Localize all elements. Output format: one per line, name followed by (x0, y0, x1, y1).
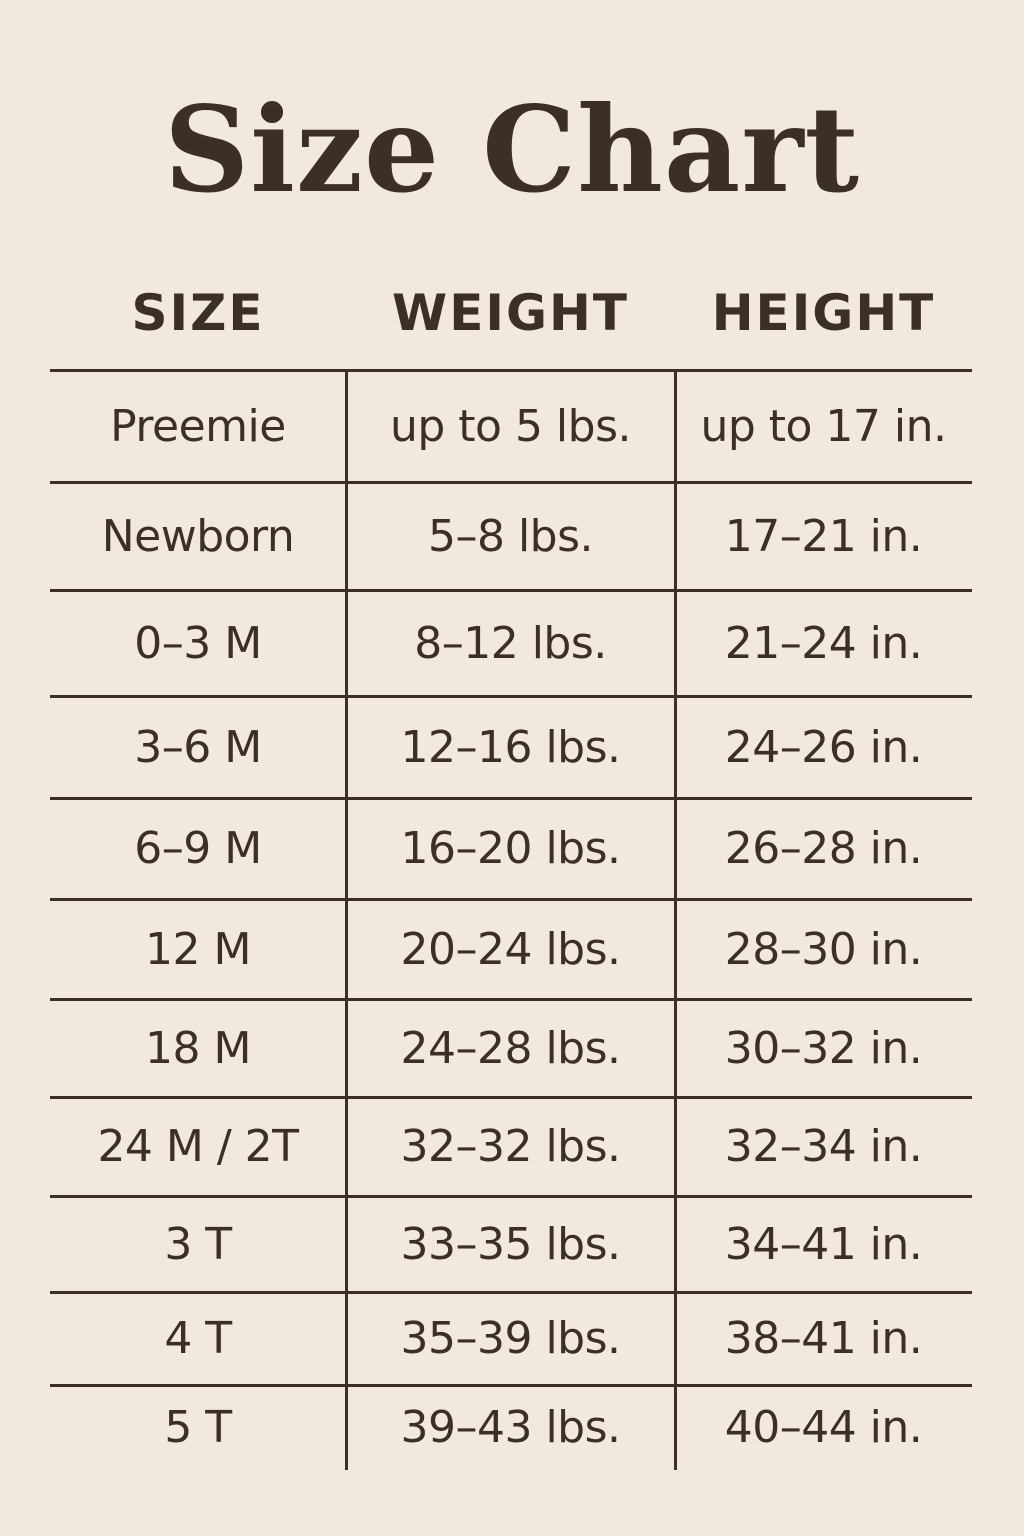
cell-size: Preemie (110, 400, 286, 452)
table-row: 6–9 M 16–20 lbs. 26–28 in. (50, 797, 972, 899)
cell-height: 21–24 in. (724, 617, 923, 669)
cell-weight: 16–20 lbs. (400, 823, 621, 874)
cell-height: 17–21 in. (724, 510, 923, 562)
table-row: 3 T 33–35 lbs. 34–41 in. (50, 1195, 972, 1292)
table-row: 24 M / 2T 32–32 lbs. 32–34 in. (50, 1096, 972, 1196)
cell-weight: 39–43 lbs. (400, 1402, 621, 1453)
row-divider (50, 1384, 972, 1387)
cell-height: 28–30 in. (724, 923, 923, 975)
cell-weight: 35–39 lbs. (400, 1313, 621, 1364)
cell-height: 34–41 in. (724, 1218, 923, 1270)
table-row: 12 M 20–24 lbs. 28–30 in. (50, 898, 972, 999)
row-divider (50, 797, 972, 800)
cell-weight: 20–24 lbs. (400, 923, 621, 975)
cell-size: 6–9 M (134, 823, 262, 874)
cell-height: 30–32 in. (724, 1022, 923, 1074)
cell-weight: 8–12 lbs. (414, 617, 607, 669)
cell-size: 18 M (145, 1022, 251, 1074)
cell-weight: up to 5 lbs. (389, 400, 632, 452)
cell-size: 3 T (164, 1218, 232, 1270)
row-divider (50, 369, 972, 372)
cell-size: Newborn (101, 510, 295, 562)
cell-size: 3–6 M (134, 721, 262, 773)
row-divider (50, 695, 972, 698)
row-divider (50, 1096, 972, 1099)
column-divider (674, 370, 677, 1470)
cell-height: up to 17 in. (700, 400, 947, 452)
row-divider (50, 589, 972, 592)
row-divider (50, 898, 972, 901)
table-row: 4 T 35–39 lbs. 38–41 in. (50, 1291, 972, 1385)
cell-weight: 12–16 lbs. (400, 721, 621, 773)
cell-size: 12 M (145, 923, 251, 975)
table-row: 18 M 24–28 lbs. 30–32 in. (50, 998, 972, 1097)
table-row: 3–6 M 12–16 lbs. 24–26 in. (50, 695, 972, 798)
cell-weight: 33–35 lbs. (400, 1218, 621, 1270)
row-divider (50, 1195, 972, 1198)
cell-height: 24–26 in. (724, 721, 923, 773)
cell-size: 0–3 M (134, 617, 262, 669)
table-row: 0–3 M 8–12 lbs. 21–24 in. (50, 589, 972, 696)
column-header-height: HEIGHT (711, 284, 936, 342)
column-header-weight: WEIGHT (392, 284, 629, 342)
page-title: Size Chart (163, 80, 861, 219)
cell-height: 40–44 in. (724, 1402, 923, 1453)
column-divider (345, 370, 348, 1470)
cell-height: 32–34 in. (724, 1121, 923, 1172)
cell-weight: 24–28 lbs. (400, 1022, 621, 1074)
cell-height: 26–28 in. (724, 823, 923, 874)
cell-size: 4 T (164, 1313, 232, 1364)
row-divider (50, 998, 972, 1001)
cell-weight: 5–8 lbs. (427, 510, 594, 562)
cell-height: 38–41 in. (724, 1313, 923, 1364)
row-divider (50, 1291, 972, 1294)
table-row: Preemie up to 5 lbs. up to 17 in. (50, 369, 972, 482)
cell-size: 5 T (164, 1402, 232, 1453)
column-header-size: SIZE (131, 284, 265, 342)
row-divider (50, 481, 972, 484)
size-table: 5 T 39–43 lbs. 40–44 in. 4 T 35–39 lbs. 38–41… (50, 369, 972, 1470)
table-row: Newborn 5–8 lbs. 17–21 in. (50, 481, 972, 590)
cell-size: 24 M / 2T (97, 1121, 299, 1172)
table-row: 5 T 39–43 lbs. 40–44 in. (50, 1384, 972, 1470)
cell-weight: 32–32 lbs. (400, 1121, 621, 1172)
